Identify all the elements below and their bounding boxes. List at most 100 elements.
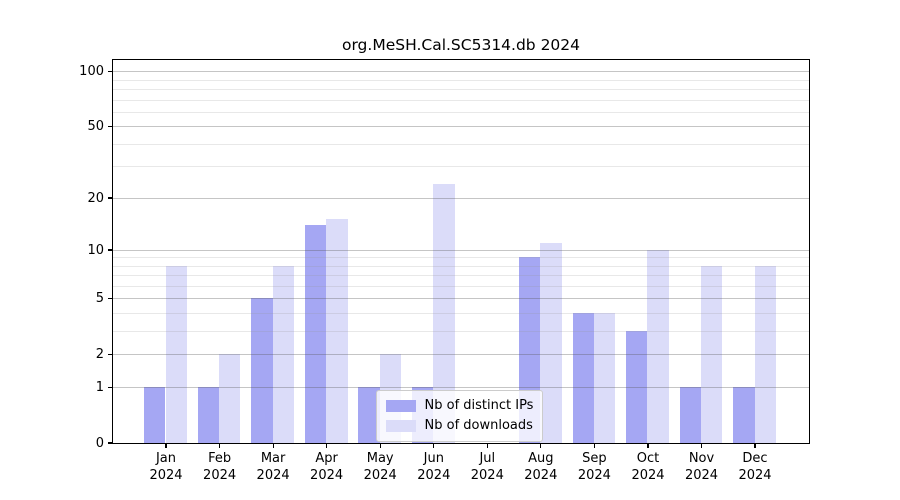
x-tick-year: 2024 bbox=[363, 468, 397, 483]
x-tick-mark bbox=[272, 443, 274, 448]
x-tick-label-aug: Aug 2024 bbox=[501, 450, 581, 484]
bar-distinct-ips bbox=[358, 386, 380, 443]
legend-label: Nb of downloads bbox=[424, 418, 533, 433]
x-tick-label-oct: Oct 2024 bbox=[608, 450, 688, 484]
bar-downloads bbox=[647, 249, 669, 443]
gridline-minor bbox=[112, 285, 809, 287]
bar-distinct-ips bbox=[197, 386, 220, 443]
x-tick-year: 2024 bbox=[203, 468, 237, 483]
bar-distinct-ips bbox=[572, 313, 594, 443]
x-tick-label-apr: Apr 2024 bbox=[287, 450, 367, 484]
y-tick-label: 20 bbox=[87, 190, 104, 206]
bar-downloads bbox=[540, 242, 562, 443]
x-tick-month: Oct bbox=[636, 451, 660, 466]
bar-downloads bbox=[754, 265, 776, 443]
bar-distinct-ips bbox=[304, 224, 327, 443]
y-tick-mark bbox=[108, 298, 113, 300]
gridline-major bbox=[112, 249, 809, 251]
gridline-minor bbox=[112, 257, 809, 259]
y-tick-mark bbox=[108, 442, 113, 444]
gridline-major bbox=[112, 354, 809, 356]
x-tick-label-jan: Jan 2024 bbox=[126, 450, 206, 484]
legend-swatch bbox=[385, 419, 416, 432]
x-tick-mark bbox=[647, 443, 649, 448]
x-tick-mark bbox=[379, 443, 381, 448]
bar-distinct-ips bbox=[733, 386, 755, 443]
gridline-minor bbox=[112, 79, 809, 81]
legend-row-downloads: Nb of downloads bbox=[385, 418, 533, 434]
x-tick-month: Aug bbox=[528, 451, 554, 466]
bar-downloads bbox=[165, 265, 187, 443]
y-tick-label: 10 bbox=[87, 242, 104, 258]
x-tick-year: 2024 bbox=[470, 468, 504, 483]
legend-label: Nb of distinct IPs bbox=[424, 398, 534, 413]
x-tick-mark bbox=[486, 443, 488, 448]
gridline-minor bbox=[112, 265, 809, 267]
x-tick-month: Apr bbox=[315, 451, 338, 466]
legend: Nb of distinct IPs Nb of downloads bbox=[375, 389, 543, 442]
x-tick-month: Dec bbox=[742, 451, 768, 466]
x-tick-mark bbox=[754, 443, 756, 448]
y-tick-label: 100 bbox=[79, 64, 104, 80]
gridline-major bbox=[112, 298, 809, 300]
gridline-minor bbox=[112, 143, 809, 145]
x-tick-year: 2024 bbox=[149, 468, 183, 483]
bar-downloads bbox=[433, 183, 455, 443]
bar-distinct-ips bbox=[679, 386, 701, 443]
chart-title: org.MeSH.Cal.SC5314.db 2024 bbox=[341, 36, 581, 54]
gridline-major bbox=[112, 71, 809, 73]
x-tick-label-dec: Dec 2024 bbox=[715, 450, 795, 484]
x-tick-year: 2024 bbox=[310, 468, 344, 483]
gridline-minor bbox=[112, 330, 809, 332]
y-tick-mark bbox=[108, 249, 113, 251]
y-tick-mark bbox=[108, 386, 113, 388]
x-tick-month: Sep bbox=[582, 451, 607, 466]
bar-downloads bbox=[593, 313, 616, 443]
bar-downloads bbox=[701, 265, 723, 443]
x-tick-label-jul: Jul 2024 bbox=[447, 450, 527, 484]
y-tick-mark bbox=[108, 71, 113, 73]
gridline-minor bbox=[112, 275, 809, 277]
plot-area: Nb of distinct IPs Nb of downloads bbox=[111, 58, 810, 444]
y-tick-mark bbox=[108, 197, 113, 199]
legend-row-distinct-ips: Nb of distinct IPs bbox=[385, 398, 534, 414]
x-tick-month: Jun bbox=[423, 451, 444, 466]
x-tick-mark bbox=[165, 443, 167, 448]
x-tick-month: Mar bbox=[260, 451, 286, 466]
x-tick-mark bbox=[700, 443, 703, 448]
x-tick-label-may: May 2024 bbox=[340, 450, 420, 484]
y-tick-label: 2 bbox=[95, 347, 104, 363]
x-tick-year: 2024 bbox=[524, 468, 558, 483]
y-tick-label: 1 bbox=[95, 379, 104, 395]
gridline-minor bbox=[112, 88, 809, 90]
bar-distinct-ips bbox=[251, 298, 273, 443]
y-tick-label: 5 bbox=[95, 291, 104, 307]
x-tick-year: 2024 bbox=[256, 468, 290, 483]
gridline-minor bbox=[112, 99, 809, 101]
gridline-major bbox=[112, 197, 809, 199]
x-tick-mark bbox=[540, 443, 542, 448]
x-tick-label-feb: Feb 2024 bbox=[180, 450, 260, 484]
x-tick-month: May bbox=[366, 451, 394, 466]
gridline-minor bbox=[112, 111, 809, 113]
bar-downloads bbox=[272, 265, 294, 443]
x-tick-month: Jul bbox=[479, 451, 496, 466]
y-tick-mark bbox=[108, 354, 113, 356]
bar-downloads bbox=[326, 219, 348, 443]
bar-downloads bbox=[219, 354, 241, 443]
legend-swatch bbox=[385, 399, 416, 412]
x-tick-year: 2024 bbox=[417, 468, 451, 483]
y-tick-mark bbox=[108, 126, 113, 128]
gridline-minor bbox=[112, 166, 809, 168]
x-tick-mark bbox=[219, 443, 221, 448]
x-tick-label-sep: Sep 2024 bbox=[554, 450, 634, 484]
x-tick-month: Nov bbox=[688, 451, 715, 466]
x-tick-year: 2024 bbox=[684, 468, 719, 483]
y-tick-label: 50 bbox=[87, 119, 104, 135]
x-tick-month: Jan bbox=[155, 451, 177, 466]
gridline-major bbox=[112, 386, 809, 388]
gridline-minor bbox=[112, 313, 809, 314]
x-tick-year: 2024 bbox=[631, 468, 665, 483]
x-tick-mark bbox=[433, 443, 435, 448]
